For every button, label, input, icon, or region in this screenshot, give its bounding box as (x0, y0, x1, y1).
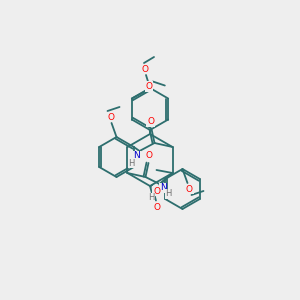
Text: N: N (160, 184, 167, 193)
Text: H: H (148, 194, 155, 202)
Text: H: H (165, 190, 172, 199)
Text: H: H (128, 158, 135, 167)
Text: O: O (145, 82, 152, 91)
Text: O: O (154, 203, 160, 212)
Text: O: O (107, 112, 114, 122)
Text: O: O (147, 118, 154, 127)
Text: O: O (146, 152, 153, 160)
Text: O: O (153, 187, 160, 196)
Text: N: N (133, 152, 140, 160)
Text: O: O (186, 184, 193, 194)
Text: O: O (142, 64, 148, 74)
